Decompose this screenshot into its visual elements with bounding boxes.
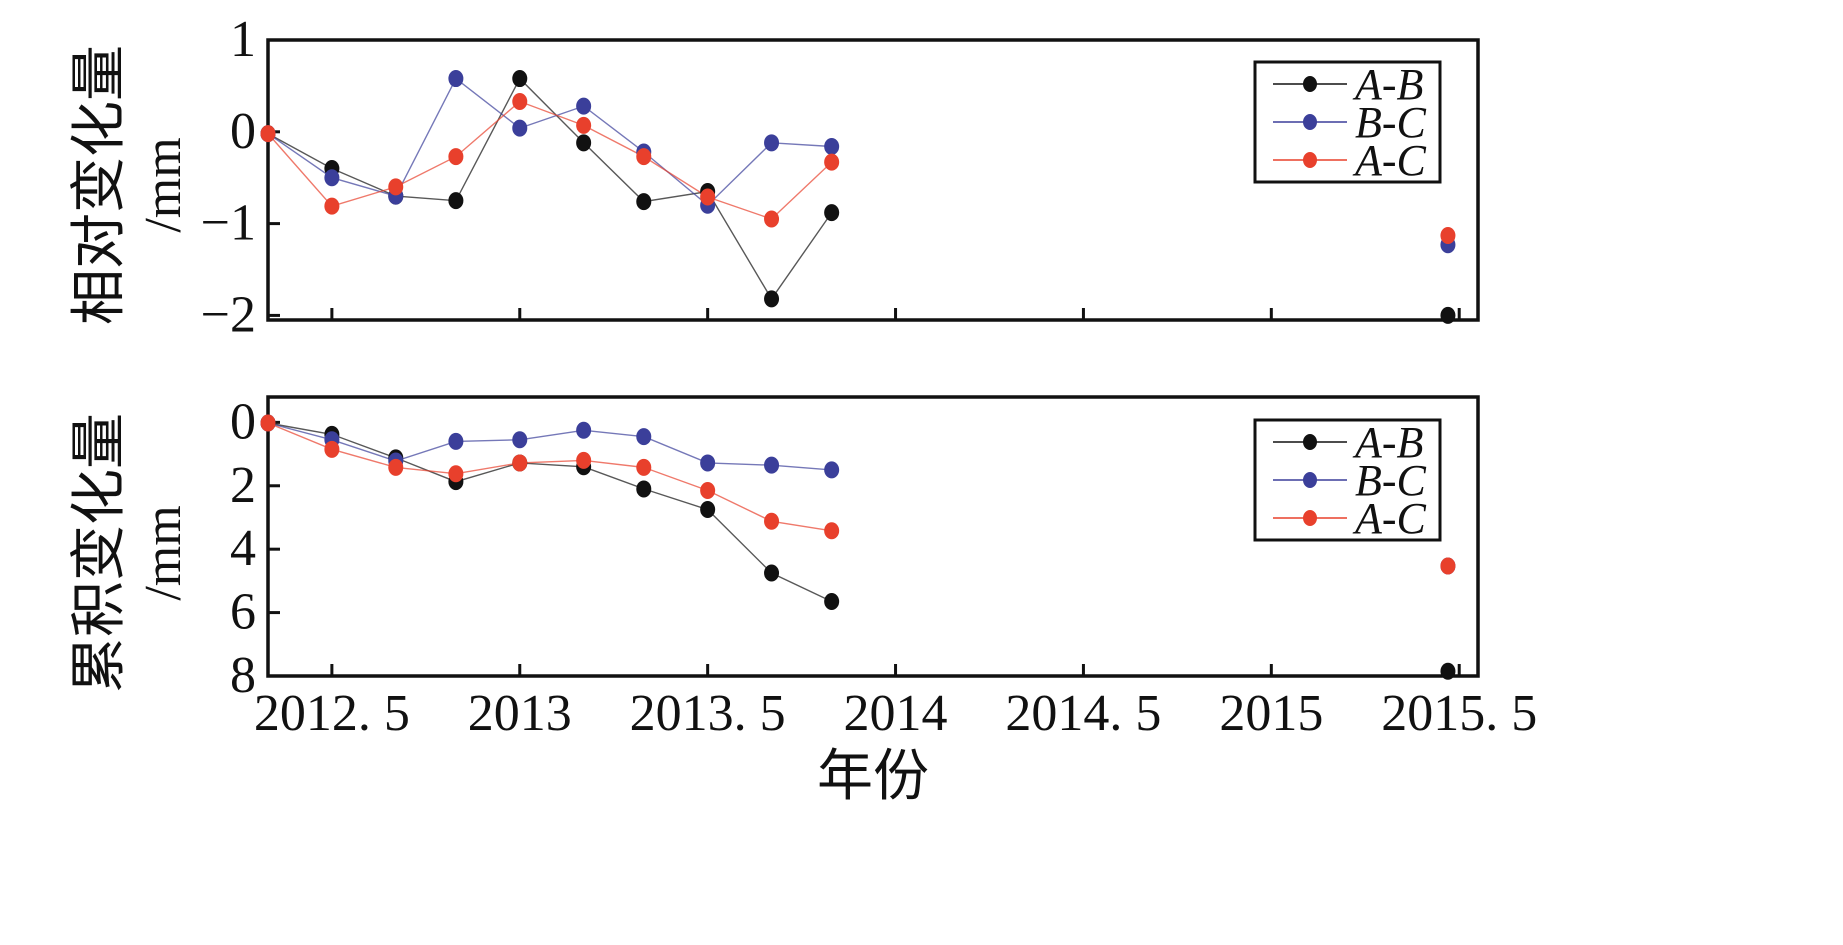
series-line-B-C <box>267 77 832 207</box>
x-tick-label: 2014. 5 <box>1005 685 1161 742</box>
x-tick-label: 2015 <box>1219 685 1323 742</box>
data-point-A-C <box>512 93 528 111</box>
legend-label: A-C <box>1352 136 1427 185</box>
data-point-A-C <box>448 465 464 483</box>
data-point-A-C <box>764 210 780 228</box>
y-tick-label: −2 <box>201 286 256 343</box>
data-point-A-B <box>764 290 780 308</box>
plot-frame <box>266 38 1480 322</box>
data-point-B-C <box>448 432 464 450</box>
data-point-A-C <box>824 153 840 171</box>
series-line-A-B <box>267 77 833 301</box>
data-point-A-C <box>324 197 340 215</box>
series-line-A-C <box>267 422 832 532</box>
data-point-B-C <box>448 70 464 88</box>
data-point-B-C <box>764 456 780 474</box>
data-point-A-B <box>636 480 652 498</box>
legend-label: B-C <box>1355 456 1427 505</box>
data-point-A-B <box>1440 662 1456 680</box>
legend-marker-A-B <box>1303 434 1317 450</box>
data-point-B-C <box>824 461 840 479</box>
series-line-B-C <box>267 422 832 471</box>
plot-frame <box>266 395 1480 678</box>
data-point-B-C <box>764 134 780 152</box>
y-axis-title: 累积变化量 <box>67 413 132 693</box>
y-tick-label: 2 <box>230 457 256 514</box>
x-axis-title: 年份 <box>817 744 929 809</box>
data-point-A-C <box>636 148 652 166</box>
data-point-A-C <box>1440 557 1456 575</box>
legend-label: A-B <box>1352 60 1423 109</box>
legend-label: B-C <box>1355 98 1427 147</box>
data-point-A-C <box>388 458 404 476</box>
y-tick-label: 4 <box>230 520 256 577</box>
legend-marker-A-C <box>1303 152 1317 168</box>
y-tick-label: 6 <box>230 584 256 641</box>
data-point-A-C <box>260 414 276 432</box>
legend-label: A-B <box>1352 418 1423 467</box>
data-point-A-C <box>1440 227 1456 245</box>
data-point-A-B <box>1440 306 1456 324</box>
data-point-A-B <box>824 204 840 222</box>
data-point-B-C <box>576 421 592 439</box>
y-tick-label: 0 <box>230 103 256 160</box>
data-point-A-C <box>764 512 780 530</box>
data-point-A-B <box>636 193 652 211</box>
legend-label: A-C <box>1352 494 1427 543</box>
data-point-B-C <box>576 97 592 115</box>
series-line-A-C <box>267 100 833 220</box>
y-tick-label: −1 <box>201 195 256 252</box>
data-point-A-B <box>448 192 464 210</box>
data-point-A-C <box>512 454 528 472</box>
panel-1: 1 0 −1 −2 相对变化量/mm A-BB-CA-C <box>67 11 1480 343</box>
data-point-A-C <box>388 178 404 196</box>
data-point-A-C <box>324 440 340 458</box>
data-point-A-C <box>636 458 652 476</box>
data-point-B-C <box>700 454 716 472</box>
x-tick-label: 2014 <box>844 685 948 742</box>
data-point-B-C <box>512 119 528 137</box>
x-tick-label: 2013 <box>468 685 572 742</box>
x-tick-label: 2013. 5 <box>630 685 786 742</box>
y-axis-unit: /mm <box>135 137 192 232</box>
x-tick-label: 2012. 5 <box>254 685 410 742</box>
legend-box <box>1253 60 1442 184</box>
data-point-A-C <box>700 482 716 500</box>
data-point-A-C <box>824 522 840 540</box>
data-point-A-C <box>448 148 464 166</box>
legend-marker-B-C <box>1303 472 1317 488</box>
y-axis-unit: /mm <box>135 505 192 600</box>
data-point-A-C <box>700 188 716 206</box>
data-point-A-B <box>576 134 592 152</box>
data-point-A-B <box>824 592 840 610</box>
data-point-A-B <box>764 564 780 582</box>
data-point-A-B <box>512 70 528 88</box>
y-axis-title: 相对变化量 <box>67 45 132 325</box>
series-line-A-B <box>267 422 832 603</box>
y-tick-label: 8 <box>230 647 256 704</box>
data-point-B-C <box>824 137 840 155</box>
data-point-A-B <box>700 501 716 519</box>
data-point-B-C <box>636 428 652 446</box>
data-point-B-C <box>324 169 340 187</box>
data-point-B-C <box>512 431 528 449</box>
y-tick-label: 0 <box>230 393 256 450</box>
y-tick-label: 1 <box>230 11 256 68</box>
data-point-A-C <box>576 451 592 469</box>
data-point-A-C <box>576 116 592 134</box>
legend-marker-A-C <box>1303 510 1317 526</box>
x-tick-label: 2015. 5 <box>1381 685 1537 742</box>
legend-marker-A-B <box>1303 76 1317 92</box>
legend-marker-B-C <box>1303 114 1317 130</box>
data-point-A-C <box>260 125 276 143</box>
